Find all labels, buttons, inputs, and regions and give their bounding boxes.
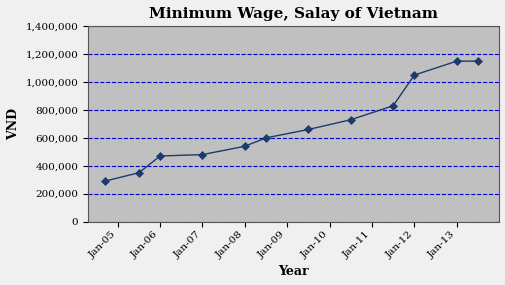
Y-axis label: VND: VND [7,108,20,140]
X-axis label: Year: Year [278,265,308,278]
Title: Minimum Wage, Salay of Vietnam: Minimum Wage, Salay of Vietnam [149,7,437,21]
